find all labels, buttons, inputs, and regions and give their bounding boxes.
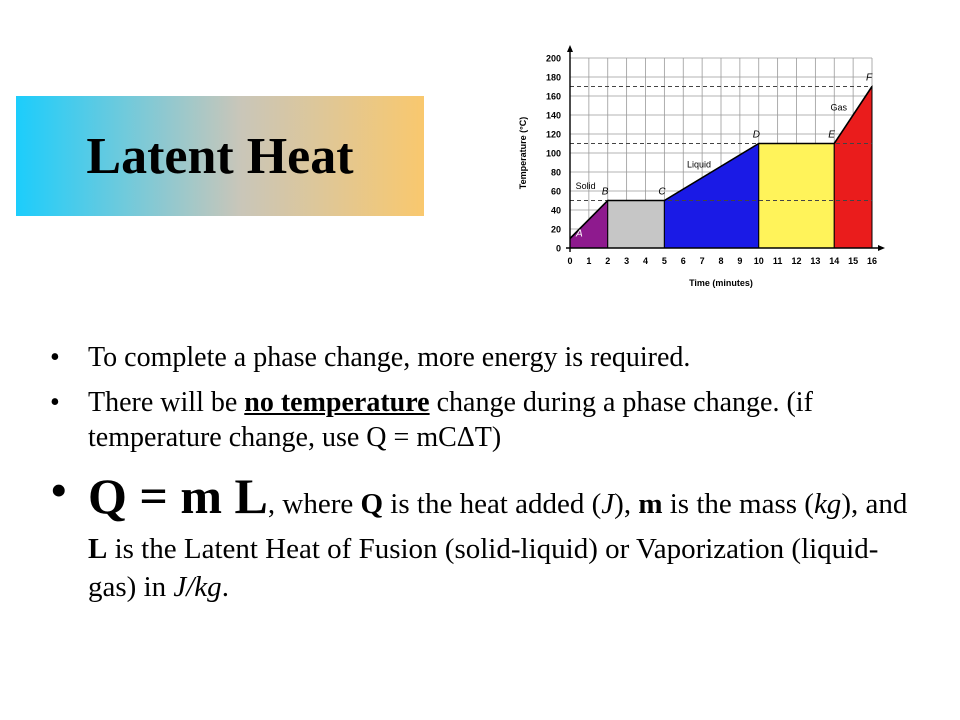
x-tick-label: 4 [643, 256, 648, 266]
emphasis-no-temperature: no temperature [244, 387, 430, 418]
formula-text: , where [267, 488, 361, 520]
x-tick-label: 15 [848, 256, 858, 266]
x-tick-label: 0 [567, 256, 572, 266]
y-tick-label: 100 [546, 149, 561, 159]
formula-text: ), [614, 488, 639, 520]
x-tick-label: 6 [681, 256, 686, 266]
bullet-list: • To complete a phase change, more energ… [50, 340, 910, 607]
formula-text: is the heat added ( [383, 488, 602, 520]
bullet-text-post: change during a phase change. (if temper… [88, 387, 813, 453]
bullet-no-temperature: • There will be no temperature change du… [50, 385, 910, 455]
point-label-A: A [575, 229, 583, 240]
bullet-dot: • [50, 387, 60, 418]
slide-title: Latent Heat [86, 127, 354, 185]
y-tick-label: 140 [546, 111, 561, 121]
y-axis-title: Temperature (°C) [518, 117, 528, 189]
x-tick-label: 5 [662, 256, 667, 266]
phase-region-2 [663, 142, 760, 249]
unit-j: J [601, 488, 615, 520]
x-tick-label: 7 [700, 256, 705, 266]
x-tick-label: 10 [754, 256, 764, 266]
formula-text: . [221, 571, 229, 604]
phase-region-3 [758, 143, 835, 249]
point-label-E: E [828, 130, 835, 141]
y-tick-label: 200 [546, 54, 561, 64]
point-label-F: F [866, 73, 873, 84]
x-tick-label: 1 [586, 256, 591, 266]
x-tick-label: 2 [605, 256, 610, 266]
symbol-m: m [638, 488, 663, 520]
bullet-dot: • [50, 342, 60, 373]
y-tick-label: 120 [546, 130, 561, 140]
formula-text: is the mass ( [662, 488, 814, 520]
y-tick-label: 40 [551, 206, 561, 216]
symbol-l: L [88, 532, 108, 565]
point-label-D: D [753, 130, 760, 141]
x-tick-label: 13 [810, 256, 820, 266]
phase-region-1 [607, 200, 665, 249]
bullet-text-pre: There will be [88, 387, 245, 418]
x-tick-label: 8 [718, 256, 723, 266]
x-tick-label: 12 [791, 256, 801, 266]
x-axis-arrow [878, 245, 885, 251]
unit-j-per-kg: J/kg [173, 571, 222, 604]
y-tick-label: 0 [556, 244, 561, 254]
symbol-q: Q [360, 488, 384, 520]
y-tick-label: 20 [551, 225, 561, 235]
phase-label-solid: Solid [576, 181, 596, 191]
formula-text: ), and [841, 488, 908, 520]
bullet-energy: • To complete a phase change, more energ… [50, 340, 910, 375]
y-axis-arrow [567, 45, 573, 52]
point-label-C: C [658, 187, 666, 198]
phase-label-gas: Gas [830, 102, 847, 112]
phase-label-liquid: Liquid [687, 159, 711, 169]
title-banner: Latent Heat [16, 96, 424, 216]
bullet-text: To complete a phase change, more energy … [88, 342, 691, 373]
unit-kg: kg [813, 488, 842, 520]
y-tick-label: 80 [551, 168, 561, 178]
formula-text: is the Latent Heat of Fusion (solid-liqu… [88, 532, 879, 604]
x-tick-label: 16 [867, 256, 877, 266]
x-axis-title: Time (minutes) [689, 278, 753, 288]
y-tick-label: 160 [546, 92, 561, 102]
point-label-B: B [602, 187, 609, 198]
formula: Q = m L [88, 468, 268, 524]
x-tick-label: 3 [624, 256, 629, 266]
bullet-dot: • [50, 462, 68, 518]
x-tick-label: 11 [773, 256, 783, 266]
bullet-formula: • Q = m L, where Q is the heat added (J)… [50, 462, 910, 607]
x-tick-label: 14 [829, 256, 839, 266]
x-tick-label: 9 [737, 256, 742, 266]
y-tick-label: 180 [546, 73, 561, 83]
y-tick-label: 60 [551, 187, 561, 197]
heating-curve-line [569, 86, 873, 240]
